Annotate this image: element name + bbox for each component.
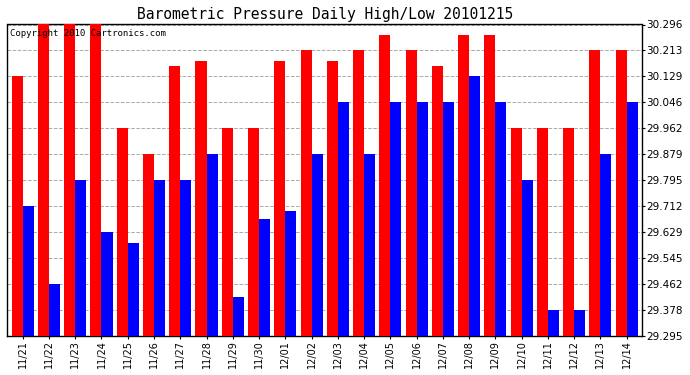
- Bar: [64, 24, 75, 336]
- Bar: [38, 24, 49, 336]
- Bar: [180, 180, 191, 336]
- Bar: [233, 297, 244, 336]
- Bar: [353, 50, 364, 336]
- Bar: [469, 76, 480, 336]
- Text: Copyright 2010 Cartronics.com: Copyright 2010 Cartronics.com: [10, 29, 166, 38]
- Bar: [380, 35, 391, 336]
- Bar: [49, 284, 60, 336]
- Bar: [327, 61, 338, 336]
- Bar: [615, 50, 627, 336]
- Bar: [432, 66, 443, 336]
- Bar: [417, 102, 428, 336]
- Bar: [627, 102, 638, 336]
- Bar: [563, 128, 574, 336]
- Bar: [117, 128, 128, 336]
- Bar: [458, 35, 469, 336]
- Bar: [75, 180, 86, 336]
- Bar: [101, 232, 112, 336]
- Bar: [128, 243, 139, 336]
- Bar: [221, 128, 233, 336]
- Bar: [274, 61, 285, 336]
- Bar: [406, 50, 417, 336]
- Bar: [301, 50, 312, 336]
- Bar: [484, 35, 495, 336]
- Bar: [443, 102, 454, 336]
- Bar: [154, 180, 165, 336]
- Bar: [285, 211, 296, 336]
- Bar: [589, 50, 600, 336]
- Bar: [537, 128, 548, 336]
- Bar: [23, 206, 34, 336]
- Bar: [195, 61, 206, 336]
- Bar: [391, 102, 402, 336]
- Bar: [364, 154, 375, 336]
- Bar: [338, 102, 349, 336]
- Bar: [90, 24, 101, 336]
- Bar: [312, 154, 322, 336]
- Bar: [206, 154, 217, 336]
- Bar: [522, 180, 533, 336]
- Bar: [548, 310, 559, 336]
- Bar: [511, 128, 522, 336]
- Bar: [495, 102, 506, 336]
- Bar: [143, 154, 154, 336]
- Bar: [169, 66, 180, 336]
- Bar: [259, 219, 270, 336]
- Bar: [248, 128, 259, 336]
- Title: Barometric Pressure Daily High/Low 20101215: Barometric Pressure Daily High/Low 20101…: [137, 7, 513, 22]
- Bar: [600, 154, 611, 336]
- Bar: [574, 310, 585, 336]
- Bar: [12, 76, 23, 336]
